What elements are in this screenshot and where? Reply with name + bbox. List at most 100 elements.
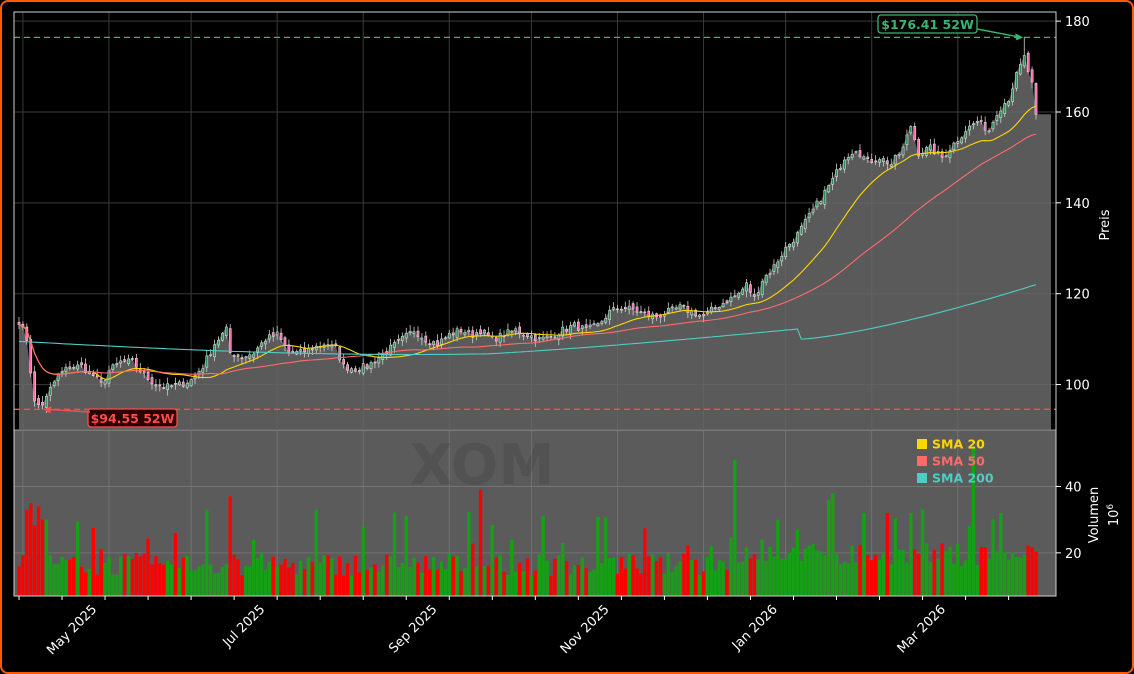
candle [799, 222, 803, 236]
low-52w-label: $94.55 52W [91, 411, 175, 426]
volume-bar [154, 556, 158, 596]
volume-bar [783, 558, 788, 596]
candle-body [686, 306, 690, 313]
candle [1015, 71, 1018, 92]
candle-body [737, 292, 741, 298]
candle [565, 325, 568, 335]
candle [780, 251, 784, 267]
volume-bar [205, 509, 209, 596]
candle [174, 377, 177, 390]
candle [631, 301, 635, 316]
candle [479, 325, 482, 337]
low-52w-arrowhead [43, 406, 52, 414]
time-tick-label: Jan 2026 [729, 602, 781, 654]
volume-bar [1030, 547, 1034, 596]
candle [279, 328, 283, 343]
volume-bar [404, 516, 408, 596]
candle [267, 330, 271, 343]
volume-bar [740, 561, 745, 596]
volume-bar [791, 547, 796, 596]
candle-body [72, 366, 76, 369]
candle-body [694, 309, 698, 317]
candle-body [181, 381, 185, 387]
candle-body [690, 310, 694, 316]
candle-body [596, 323, 600, 327]
candle-body [271, 332, 275, 337]
volume-bar [79, 566, 84, 596]
volume-bar [44, 519, 49, 596]
price-tick-label: 160 [1065, 106, 1090, 121]
candle [232, 354, 236, 363]
candle-body [561, 326, 565, 337]
candle-body [893, 155, 897, 165]
candle-body [99, 378, 103, 383]
candle-body [823, 190, 827, 205]
candle-body [929, 144, 932, 151]
volume-bar [811, 543, 815, 596]
candle-body [862, 156, 866, 160]
candle-body [420, 337, 424, 340]
candle [397, 334, 400, 345]
volume-bar [607, 558, 612, 596]
volume-bar [392, 512, 397, 596]
candle-body [1030, 69, 1034, 83]
candle-body [803, 219, 807, 230]
candle [784, 242, 788, 260]
candle [721, 298, 725, 308]
candle-body [522, 334, 525, 337]
volume-bar [901, 550, 905, 596]
volume-bar [185, 555, 189, 596]
candle [553, 332, 557, 340]
candle [917, 137, 921, 160]
candle [729, 292, 733, 307]
candle [874, 155, 877, 165]
volume-bar [138, 556, 142, 596]
candle [357, 367, 361, 375]
volume-bar [216, 572, 221, 596]
volume-bar [881, 553, 886, 596]
candle-body [236, 354, 240, 357]
volume-bar [525, 558, 530, 596]
volume-bar [83, 572, 88, 596]
candle-body [37, 398, 40, 406]
volume-bar [150, 564, 154, 596]
candle-body [604, 317, 608, 323]
volume-bar [721, 561, 725, 596]
volume-bar [396, 567, 401, 596]
candle [960, 136, 964, 145]
volume-bar [463, 567, 467, 596]
volume-bar [690, 559, 694, 596]
volume-bar [21, 554, 25, 596]
candle-body [858, 150, 862, 157]
candle-body [119, 360, 123, 364]
candle [733, 289, 737, 298]
candle-body [479, 329, 482, 334]
volume-bar [68, 559, 72, 596]
candle-body [537, 336, 541, 339]
candle [737, 291, 741, 301]
candle [925, 145, 928, 158]
volume-bar [302, 568, 307, 596]
candle-body [150, 377, 154, 385]
candle [995, 110, 999, 126]
candle [178, 379, 181, 386]
volume-bar [670, 571, 674, 596]
candle-body [84, 363, 87, 373]
candle [588, 319, 592, 329]
volume-bar [169, 564, 174, 596]
candle-body [725, 300, 729, 304]
candle-body [221, 333, 224, 341]
volume-bar [384, 554, 389, 596]
volume-bar [72, 557, 76, 596]
candle-body [174, 383, 177, 385]
volume-bar [799, 560, 804, 596]
candle [620, 305, 623, 314]
volume-bar [255, 558, 260, 596]
volume-bar [584, 568, 588, 596]
candle-body [283, 337, 287, 346]
volume-tick-label: 40 [1065, 480, 1082, 495]
candle [612, 301, 615, 312]
candle-body [866, 156, 870, 159]
candle [596, 322, 600, 327]
volume-bar [580, 557, 584, 596]
